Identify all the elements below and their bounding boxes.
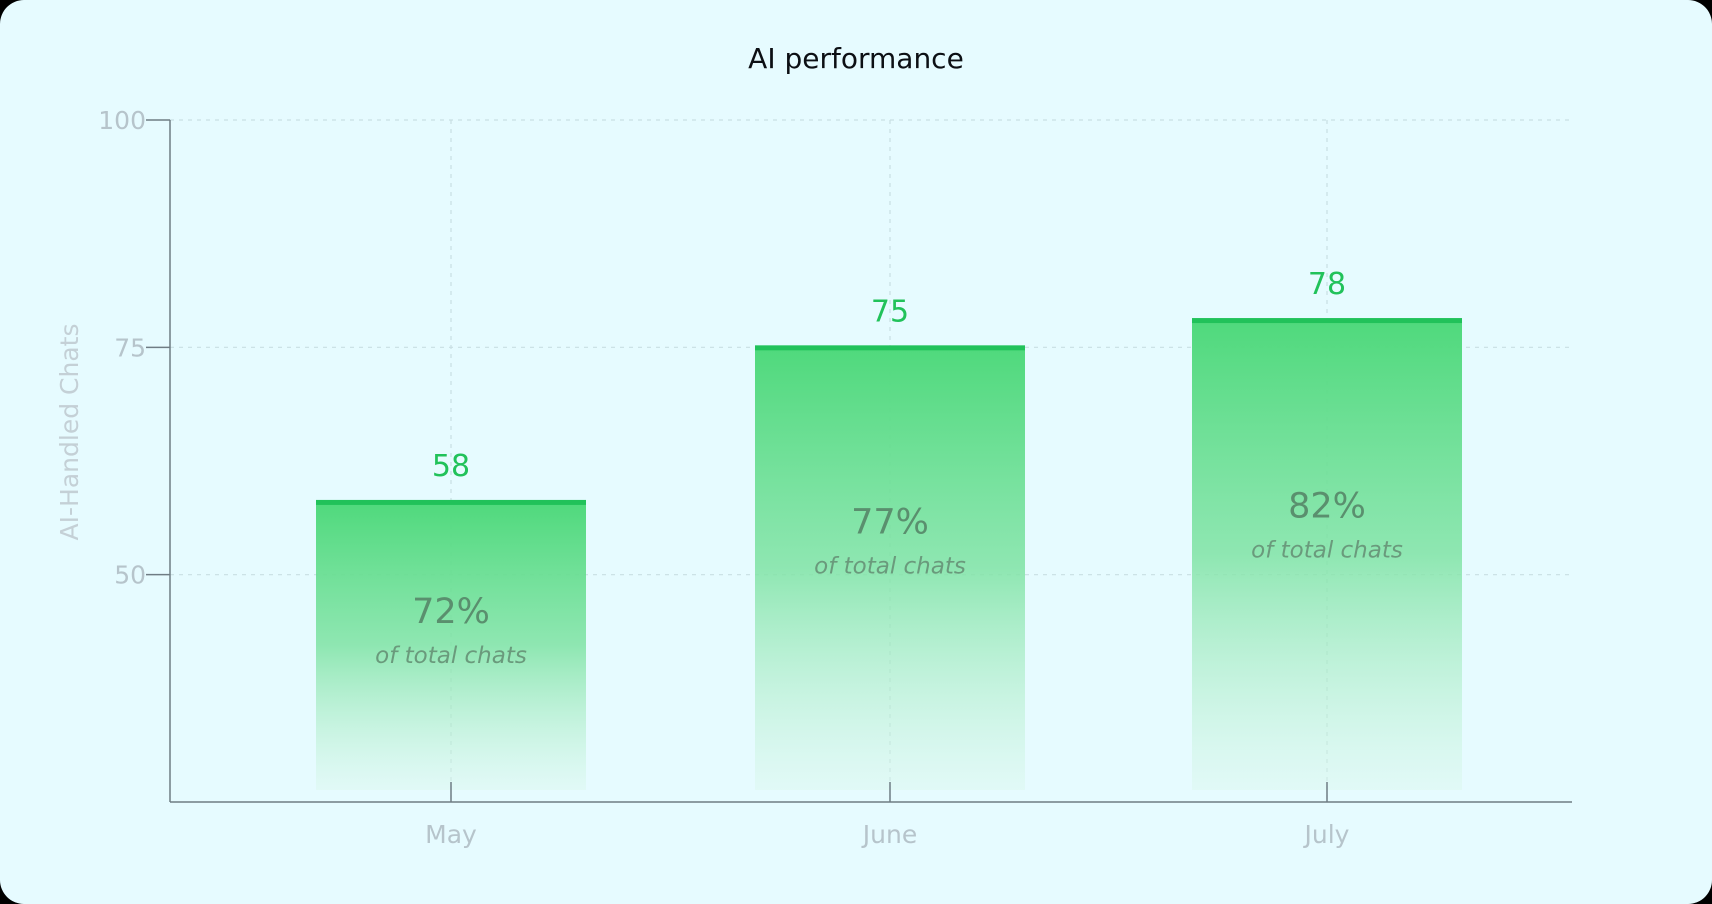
bars bbox=[316, 318, 1462, 790]
labels: 50 75 100 May 58 72% of total chats June 75 77% of… bbox=[98, 106, 1403, 849]
bar-value-label: 75 bbox=[871, 294, 909, 329]
bar-may bbox=[316, 501, 586, 790]
x-tick-label: May bbox=[425, 820, 477, 849]
share-caption-label: of total chats bbox=[375, 643, 527, 669]
y-tick-label: 50 bbox=[114, 561, 146, 590]
x-tick-label: June bbox=[861, 820, 917, 849]
share-percent-label: 72% bbox=[412, 592, 490, 632]
y-tick-label: 75 bbox=[114, 333, 146, 362]
bar-july bbox=[1192, 320, 1462, 790]
bar-cap-may bbox=[316, 499, 586, 505]
share-percent-label: 82% bbox=[1288, 486, 1366, 526]
share-caption-label: of total chats bbox=[1251, 537, 1403, 563]
y-axis-title: AI-Handled Chats bbox=[55, 324, 84, 541]
bar-cap-july bbox=[1192, 318, 1462, 324]
axes: AI-Handled Chats bbox=[55, 119, 1572, 803]
share-percent-label: 77% bbox=[851, 502, 929, 542]
bar-value-label: 78 bbox=[1308, 267, 1346, 302]
x-tick-label: July bbox=[1303, 820, 1350, 849]
share-caption-label: of total chats bbox=[814, 553, 966, 579]
chart-title: AI performance bbox=[748, 42, 964, 75]
bar-june bbox=[755, 347, 1025, 790]
bar-value-label: 58 bbox=[432, 449, 470, 484]
bar-cap-june bbox=[755, 345, 1025, 351]
y-tick-label: 100 bbox=[98, 106, 146, 135]
